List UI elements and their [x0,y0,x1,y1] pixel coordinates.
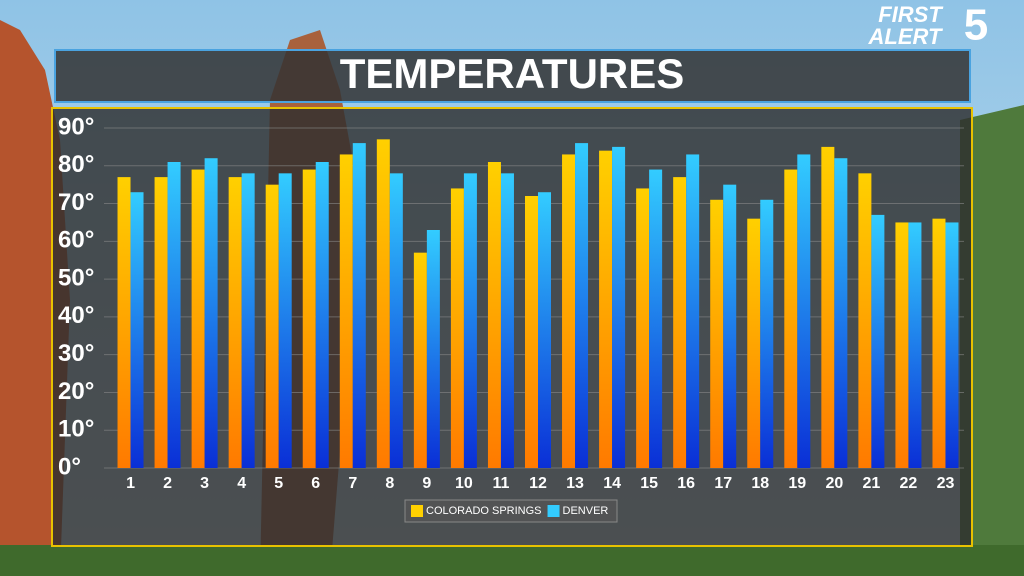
bar [871,214,885,468]
bar [612,146,626,468]
bar [463,173,477,469]
bar [241,173,255,469]
bar [599,150,613,468]
x-tick-label: 13 [566,475,584,492]
bar [487,162,501,468]
chart-title: TEMPERATURES [340,50,685,97]
y-tick-label: 20° [58,378,94,405]
bar [413,252,427,468]
x-tick-label: 12 [529,475,547,492]
bar [760,199,774,468]
y-tick-label: 40° [58,302,94,329]
x-tick-label: 22 [900,475,918,492]
bar [710,199,724,468]
x-tick-label: 1 [126,475,135,492]
bar [228,177,242,468]
bar [784,169,798,469]
x-tick-label: 15 [640,475,658,492]
bar [575,143,589,468]
bar [302,169,316,469]
bar [834,158,848,468]
bar [525,196,538,468]
trees [0,545,1024,576]
bar [649,169,663,469]
bar [945,222,959,468]
x-tick-label: 9 [422,475,431,492]
y-tick-label: 70° [58,189,94,216]
x-tick-label: 17 [714,475,732,492]
x-tick-label: 21 [862,475,880,492]
x-tick-label: 10 [455,475,473,492]
bar [636,188,650,468]
bar [895,222,909,468]
bar [932,218,946,468]
bar [278,173,292,469]
x-tick-label: 2 [163,475,172,492]
bar [538,192,551,468]
bar [747,218,761,468]
x-tick-label: 4 [237,475,246,492]
bar [191,169,205,469]
bar [117,177,131,468]
bar [352,143,366,468]
x-tick-label: 16 [677,475,695,492]
legend-label: DENVER [563,505,609,517]
y-tick-label: 10° [58,416,94,443]
bar [130,192,144,468]
x-tick-label: 3 [200,475,209,492]
legend-label: COLORADO SPRINGS [426,505,542,517]
bar [821,146,835,468]
bar [154,177,168,468]
bar [562,154,576,468]
bar [686,154,700,468]
x-tick-label: 11 [492,475,509,492]
bar [426,230,440,468]
x-tick-label: 14 [603,475,621,492]
x-tick-label: 19 [788,475,806,492]
bar [450,188,464,468]
bar [265,184,279,468]
x-tick-label: 23 [937,475,955,492]
logo-text: ALERT [868,24,943,49]
y-tick-label: 50° [58,264,94,291]
x-tick-label: 7 [348,475,357,492]
bar [908,222,922,468]
bar [500,173,514,469]
x-tick-label: 18 [751,475,769,492]
bar [723,184,737,468]
x-tick-label: 6 [311,475,320,492]
legend-swatch [411,505,423,517]
y-tick-label: 80° [58,151,94,178]
bar [797,154,811,468]
bar [339,154,353,468]
bar [315,162,329,468]
hills [960,105,1024,576]
bar [376,139,390,469]
y-tick-label: 0° [58,453,81,480]
y-tick-label: 60° [58,227,94,254]
bar [389,173,403,469]
logo-text: FIRST [878,2,943,27]
legend-box [404,499,618,523]
bar [858,173,872,469]
y-tick-label: 90° [58,113,94,140]
x-tick-label: 8 [385,475,394,492]
legend-swatch [547,505,560,517]
title-bar [54,49,971,103]
y-tick-label: 30° [58,340,94,367]
x-tick-label: 5 [274,475,283,492]
bar [167,162,181,468]
bar [673,177,687,468]
bar [204,158,218,468]
x-tick-label: 20 [825,475,843,492]
logo-channel: 5 [964,1,988,50]
